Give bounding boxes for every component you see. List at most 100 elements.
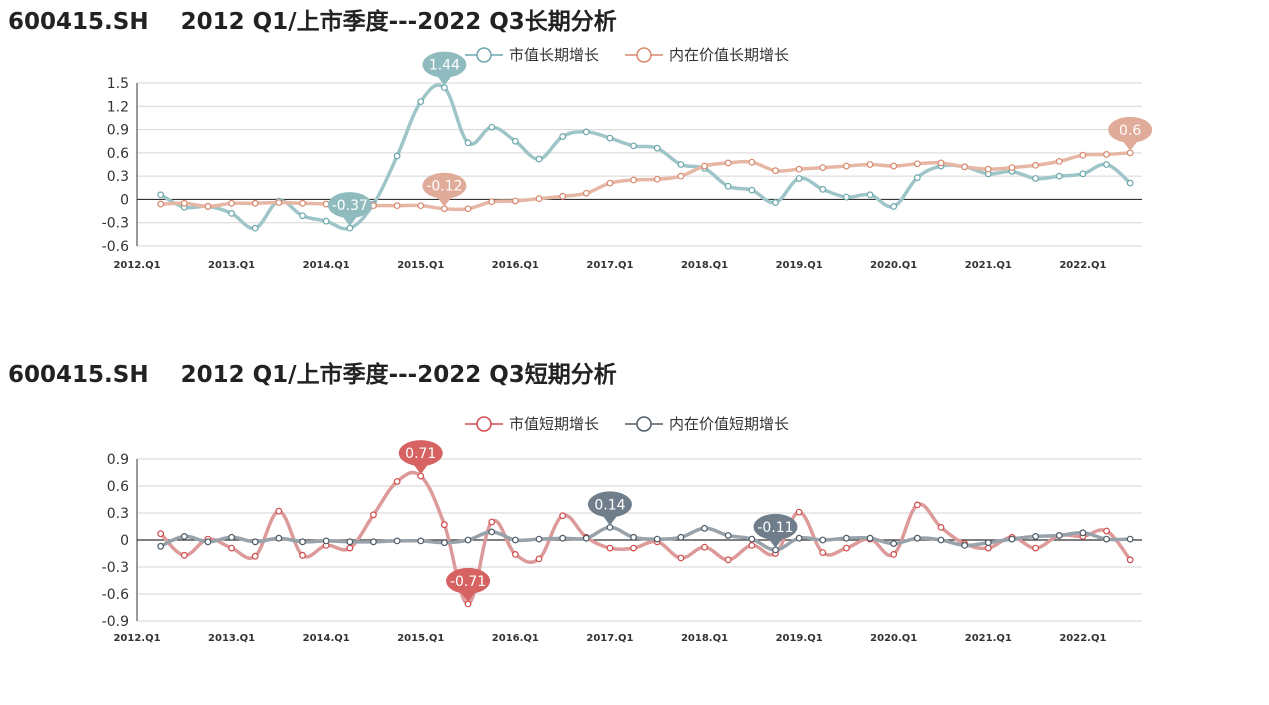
data-point[interactable] [322, 537, 330, 545]
data-point[interactable] [441, 205, 448, 213]
data-point[interactable] [630, 533, 637, 541]
data-point[interactable] [464, 600, 472, 608]
data-point[interactable] [464, 205, 472, 213]
data-point[interactable] [819, 549, 827, 557]
data-point[interactable] [559, 512, 567, 520]
data-point[interactable] [157, 530, 165, 538]
data-point[interactable] [275, 507, 283, 515]
data-point[interactable] [795, 175, 803, 182]
data-point[interactable] [913, 501, 921, 509]
data-point[interactable] [890, 540, 898, 548]
data-point[interactable] [275, 534, 283, 542]
data-point[interactable] [1032, 544, 1039, 552]
data-point[interactable] [677, 161, 685, 168]
data-point[interactable] [228, 199, 235, 207]
data-point[interactable] [630, 544, 637, 552]
data-point[interactable] [228, 544, 235, 552]
data-point[interactable] [1032, 175, 1039, 182]
data-point[interactable] [393, 478, 401, 485]
data-point[interactable] [157, 542, 165, 550]
data-point[interactable] [677, 533, 685, 541]
data-point[interactable] [582, 534, 590, 542]
data-point[interactable] [866, 191, 874, 199]
data-point[interactable] [724, 532, 732, 539]
data-point[interactable] [677, 554, 685, 562]
data-point[interactable] [913, 534, 921, 542]
data-point[interactable] [299, 212, 306, 220]
data-point[interactable] [393, 152, 401, 160]
data-point[interactable] [606, 134, 614, 142]
data-point[interactable] [772, 167, 779, 175]
data-point[interactable] [961, 163, 969, 171]
data-point[interactable] [180, 551, 188, 559]
data-point[interactable] [346, 544, 354, 552]
data-point[interactable] [393, 537, 401, 545]
legend-label[interactable]: 市值短期增长 [509, 415, 599, 433]
data-point[interactable] [724, 159, 732, 167]
data-point[interactable] [819, 536, 827, 544]
data-point[interactable] [370, 538, 377, 546]
data-point[interactable] [984, 165, 992, 173]
data-point[interactable] [1103, 161, 1110, 168]
data-point[interactable] [204, 203, 212, 210]
data-point[interactable] [701, 162, 708, 170]
legend-label[interactable]: 内在价值长期增长 [669, 46, 789, 64]
data-point[interactable] [724, 182, 732, 190]
data-point[interactable] [488, 198, 496, 206]
data-point[interactable] [866, 534, 874, 542]
data-point[interactable] [701, 524, 708, 532]
data-point[interactable] [559, 534, 567, 542]
data-point[interactable] [653, 175, 661, 183]
data-point[interactable] [630, 142, 637, 150]
data-point[interactable] [1055, 532, 1063, 539]
data-point[interactable] [890, 550, 898, 558]
data-point[interactable] [559, 133, 567, 140]
data-point[interactable] [157, 191, 165, 199]
data-point[interactable] [488, 518, 496, 526]
legend-label[interactable]: 市值长期增长 [509, 46, 599, 64]
data-point[interactable] [843, 162, 850, 170]
data-point[interactable] [795, 165, 803, 173]
data-point[interactable] [417, 202, 425, 210]
data-point[interactable] [748, 186, 756, 194]
data-point[interactable] [441, 84, 448, 92]
data-point[interactable] [1055, 172, 1063, 180]
data-point[interactable] [1103, 151, 1110, 158]
data-point[interactable] [866, 161, 874, 168]
data-point[interactable] [535, 155, 543, 163]
data-point[interactable] [1032, 532, 1039, 540]
data-point[interactable] [937, 523, 945, 531]
data-point[interactable] [1055, 157, 1063, 165]
data-point[interactable] [1008, 164, 1016, 172]
data-point[interactable] [772, 199, 779, 206]
data-point[interactable] [1079, 170, 1087, 178]
data-point[interactable] [441, 539, 448, 547]
data-point[interactable] [464, 139, 472, 147]
data-point[interactable] [535, 195, 543, 203]
data-point[interactable] [180, 532, 188, 540]
data-point[interactable] [322, 217, 330, 225]
data-point[interactable] [251, 224, 259, 232]
data-point[interactable] [1103, 535, 1110, 543]
data-point[interactable] [653, 144, 661, 152]
data-point[interactable] [1103, 527, 1110, 535]
data-point[interactable] [251, 552, 259, 560]
data-point[interactable] [228, 533, 235, 541]
data-point[interactable] [1126, 535, 1134, 543]
data-point[interactable] [1126, 556, 1134, 564]
data-point[interactable] [582, 128, 590, 136]
data-point[interactable] [488, 528, 496, 536]
data-point[interactable] [677, 172, 685, 180]
data-point[interactable] [748, 535, 756, 543]
data-point[interactable] [488, 123, 496, 131]
data-point[interactable] [251, 538, 259, 546]
data-point[interactable] [299, 551, 306, 559]
data-point[interactable] [204, 538, 212, 546]
data-point[interactable] [511, 536, 519, 544]
data-point[interactable] [511, 197, 519, 205]
data-point[interactable] [228, 209, 235, 217]
data-point[interactable] [606, 523, 614, 531]
data-point[interactable] [582, 189, 590, 197]
data-point[interactable] [417, 472, 425, 480]
data-point[interactable] [630, 176, 637, 184]
